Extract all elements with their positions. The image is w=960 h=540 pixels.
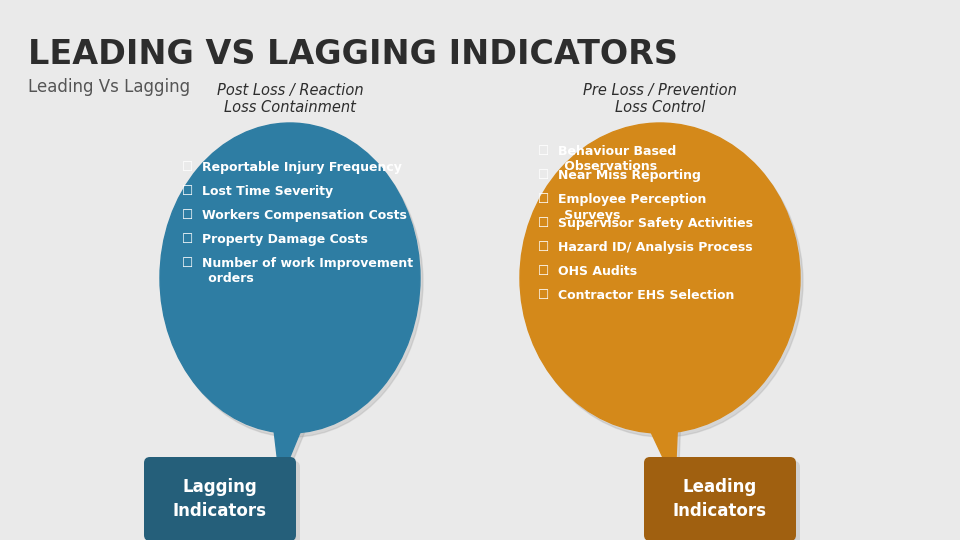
Ellipse shape bbox=[523, 127, 803, 437]
Text: ☐  Lost Time Severity: ☐ Lost Time Severity bbox=[182, 185, 333, 198]
Text: ☐  Hazard ID/ Analysis Process: ☐ Hazard ID/ Analysis Process bbox=[538, 241, 753, 254]
Ellipse shape bbox=[163, 127, 423, 437]
Text: ☐  OHS Audits: ☐ OHS Audits bbox=[538, 265, 637, 278]
Text: ☐  Workers Compensation Costs: ☐ Workers Compensation Costs bbox=[182, 209, 407, 222]
Text: Lagging
Indicators: Lagging Indicators bbox=[173, 478, 267, 520]
Text: ☐  Property Damage Costs: ☐ Property Damage Costs bbox=[182, 233, 368, 246]
Text: ☐  Reportable Injury Frequency: ☐ Reportable Injury Frequency bbox=[182, 161, 402, 174]
Text: Post Loss / Reaction: Post Loss / Reaction bbox=[217, 83, 363, 98]
Text: Leading
Indicators: Leading Indicators bbox=[673, 478, 767, 520]
Text: Loss Containment: Loss Containment bbox=[224, 100, 356, 115]
Text: ☐  Supervisor Safety Activities: ☐ Supervisor Safety Activities bbox=[538, 217, 753, 230]
Polygon shape bbox=[645, 417, 681, 487]
Polygon shape bbox=[642, 413, 678, 483]
Text: Loss Control: Loss Control bbox=[614, 100, 706, 115]
Polygon shape bbox=[275, 417, 311, 485]
FancyBboxPatch shape bbox=[644, 457, 796, 540]
FancyBboxPatch shape bbox=[648, 461, 800, 540]
Ellipse shape bbox=[160, 123, 420, 433]
Text: ☐  Near Miss Reporting: ☐ Near Miss Reporting bbox=[538, 169, 701, 182]
Text: ☐  Employee Perception
      Surveys: ☐ Employee Perception Surveys bbox=[538, 193, 707, 221]
Text: LEADING VS LAGGING INDICATORS: LEADING VS LAGGING INDICATORS bbox=[28, 38, 678, 71]
Text: ☐  Number of work Improvement
      orders: ☐ Number of work Improvement orders bbox=[182, 257, 413, 286]
Polygon shape bbox=[272, 413, 308, 481]
Text: ☐  Contractor EHS Selection: ☐ Contractor EHS Selection bbox=[538, 289, 734, 302]
Text: Pre Loss / Prevention: Pre Loss / Prevention bbox=[583, 83, 737, 98]
FancyBboxPatch shape bbox=[144, 457, 296, 540]
Text: Leading Vs Lagging: Leading Vs Lagging bbox=[28, 78, 190, 96]
Text: ☐  Behaviour Based
      Observations: ☐ Behaviour Based Observations bbox=[538, 145, 676, 173]
FancyBboxPatch shape bbox=[148, 461, 300, 540]
Ellipse shape bbox=[520, 123, 800, 433]
